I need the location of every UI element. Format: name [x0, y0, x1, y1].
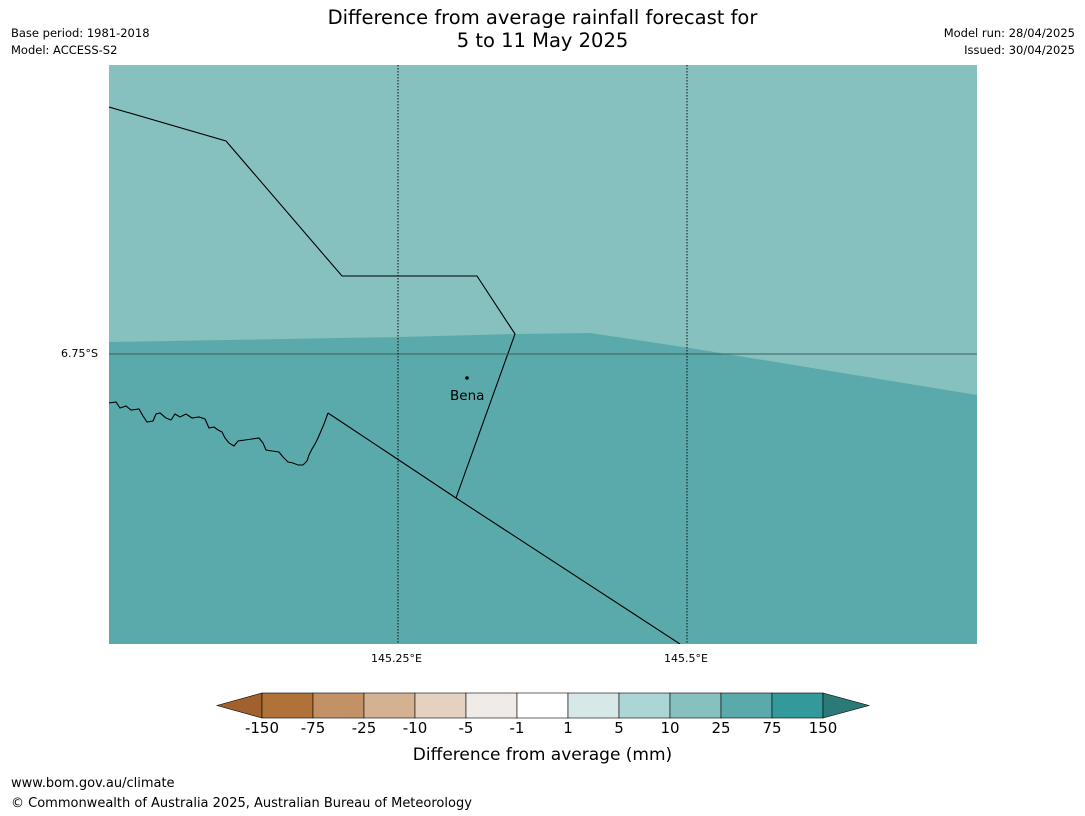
colorbar: [215, 692, 871, 719]
colorbar-tick-label: 10: [660, 719, 680, 737]
map-area: [109, 65, 977, 644]
border-line: [109, 106, 516, 499]
colorbar-tick-label: -1: [509, 719, 525, 737]
latitude-label: 6.75°S: [61, 347, 98, 360]
colorbar-swatch: [414, 692, 467, 719]
place-marker: [465, 376, 469, 380]
colorbar-tick-label: 25: [711, 719, 731, 737]
colorbar-swatch: [465, 692, 518, 719]
issued-date: Issued: 30/04/2025: [964, 43, 1075, 57]
colorbar-extend-low: [215, 692, 263, 719]
colorbar-swatch: [720, 692, 773, 719]
map-title: Difference from average rainfall forecas…: [0, 6, 1085, 52]
region-lower: [109, 333, 977, 644]
footer-url: www.bom.gov.au/climate: [11, 776, 175, 791]
colorbar-swatch: [567, 692, 620, 719]
colorbar-swatch: [771, 692, 824, 719]
colorbar-tick-label: -10: [402, 719, 428, 737]
colorbar-tick-label: -75: [300, 719, 326, 737]
meta-left: Base period: 1981-2018 Model: ACCESS-S2: [11, 25, 150, 59]
colorbar-extend-high: [822, 692, 871, 719]
border-line-southeast: [327, 412, 681, 644]
colorbar-tick-label: 5: [614, 719, 624, 737]
colorbar-tick-label: 1: [563, 719, 573, 737]
river-boundary: [109, 401, 329, 466]
footer-copyright: © Commonwealth of Australia 2025, Austra…: [11, 796, 472, 811]
colorbar-swatch: [261, 692, 314, 719]
colorbar-swatch: [312, 692, 365, 719]
colorbar-swatch: [363, 692, 416, 719]
base-period: Base period: 1981-2018: [11, 26, 150, 40]
longitude-label-2: 145.5°E: [664, 652, 708, 665]
colorbar-tick-label: 150: [808, 719, 838, 737]
title-line-2: 5 to 11 May 2025: [456, 29, 629, 52]
model-run: Model run: 28/04/2025: [943, 26, 1075, 40]
longitude-label-1: 145.25°E: [371, 652, 422, 665]
title-line-1: Difference from average rainfall forecas…: [327, 6, 758, 29]
colorbar-swatch: [669, 692, 722, 719]
colorbar-title: Difference from average (mm): [412, 745, 673, 765]
colorbar-tick-label: -25: [351, 719, 377, 737]
colorbar-swatch: [516, 692, 569, 719]
place-label: Bena: [450, 388, 485, 404]
meta-right: Model run: 28/04/2025 Issued: 30/04/2025: [944, 25, 1075, 59]
colorbar-tick-label: -150: [244, 719, 280, 737]
model-name: Model: ACCESS-S2: [11, 43, 118, 57]
colorbar-swatch: [618, 692, 671, 719]
colorbar-tick-label: -5: [458, 719, 474, 737]
colorbar-tick-label: 75: [762, 719, 782, 737]
